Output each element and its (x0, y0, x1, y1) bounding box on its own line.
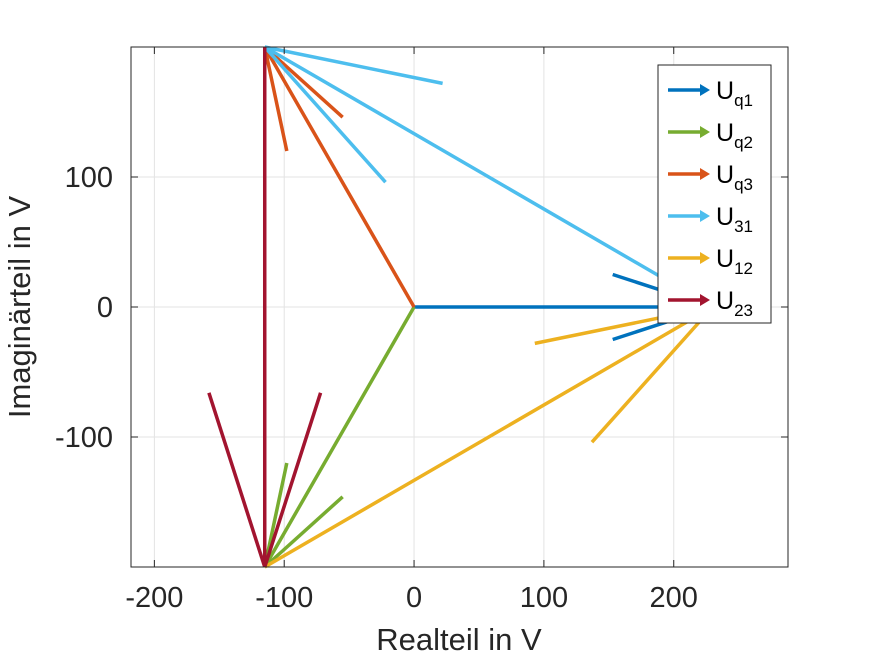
phasor-arrowhead (263, 392, 323, 568)
phasor-arrowhead (207, 392, 267, 568)
y-axis-label: Imaginärteil in V (2, 196, 37, 419)
phasor-arrowhead (263, 462, 289, 568)
legend: Uq1 Uq2 Uq3 U31 U12 U23 (657, 64, 772, 324)
legend-arrow-icon (700, 210, 710, 222)
legend-arrow-icon (700, 126, 710, 138)
phasor-shaft (263, 46, 416, 308)
legend-item-31: U31 (668, 203, 753, 236)
y-tick-label: 0 (97, 292, 113, 324)
legend-label: U12 (716, 245, 753, 278)
legend-item-23: U23 (668, 287, 753, 320)
phasor-arrowhead (263, 45, 344, 119)
legend-label: Uq1 (716, 77, 753, 110)
y-tick-label: -100 (55, 422, 113, 454)
legend-item-q3: Uq3 (668, 161, 753, 194)
phasor-q2 (263, 306, 416, 569)
legend-label: Uq3 (716, 161, 753, 194)
legend-arrow-icon (700, 168, 710, 180)
phasor-arrowhead (263, 495, 344, 569)
phasor-shaft (263, 45, 714, 309)
phasor-31 (263, 45, 714, 309)
phasor-arrowhead (590, 305, 714, 444)
y-tick-label: 100 (65, 162, 113, 194)
x-tick-label: 0 (406, 582, 422, 614)
phasor-23 (207, 47, 323, 568)
legend-label: U23 (716, 287, 753, 320)
legend-item-q1: Uq1 (668, 77, 753, 110)
legend-item-q2: Uq2 (668, 119, 753, 152)
legend-label: Uq2 (716, 119, 753, 152)
x-axis-label: Realteil in V (376, 622, 542, 654)
phasor-shaft (263, 305, 714, 569)
legend-arrow-icon (700, 294, 710, 306)
x-tick-label: 100 (520, 582, 568, 614)
x-tick-label: -200 (125, 582, 183, 614)
phasor-shaft (263, 306, 416, 568)
legend-box (657, 64, 772, 324)
phasor-arrowhead (263, 45, 387, 184)
phasor-q3 (263, 45, 416, 308)
legend-item-12: U12 (668, 245, 753, 278)
x-tick-label: 200 (650, 582, 698, 614)
phasor-arrowhead (264, 45, 443, 86)
phasor-arrowhead (263, 46, 289, 152)
ticks (131, 47, 788, 567)
legend-arrow-icon (700, 252, 710, 264)
tick-labels: -200 -100 0 100 200 -100 0 100 (55, 162, 698, 614)
x-tick-label: -100 (255, 582, 313, 614)
legend-label: U31 (716, 203, 753, 236)
legend-arrow-icon (700, 84, 710, 96)
